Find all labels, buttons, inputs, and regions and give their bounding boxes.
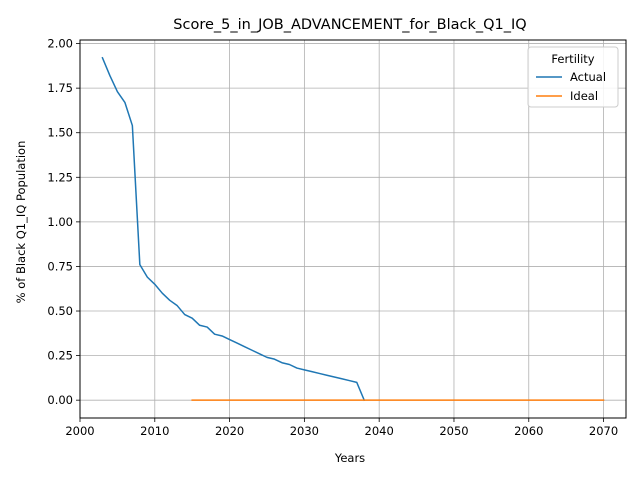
legend-title: Fertility (551, 52, 594, 66)
series-line-actual (101, 56, 366, 402)
x-tick-label: 2070 (589, 424, 618, 438)
y-tick-label: 1.00 (47, 215, 73, 229)
y-tick-label: 1.25 (47, 170, 73, 184)
axis-ticks: 2000 2010 2020 2030 2040 2050 2060 2070 0.00 0.25… (47, 37, 618, 438)
y-tick-label: 0.75 (47, 259, 73, 273)
y-tick-label: 0.50 (47, 304, 73, 318)
y-axis-label: % of Black Q1_IQ Population (14, 141, 28, 304)
x-tick-label: 2000 (65, 424, 94, 438)
legend: Fertility Actual Ideal (527, 46, 619, 108)
chart-title: Score_5_in_JOB_ADVANCEMENT_for_Black_Q1_… (173, 17, 526, 33)
legend-label-ideal: Ideal (570, 89, 598, 103)
x-tick-label: 2030 (290, 424, 319, 438)
x-tick-label: 2050 (439, 424, 468, 438)
x-tick-label: 2040 (365, 424, 394, 438)
y-tick-label: 1.50 (47, 126, 73, 140)
legend-box (527, 46, 619, 108)
x-tick-label: 2010 (140, 424, 169, 438)
legend-items: Actual Ideal (536, 70, 606, 103)
x-tick-label: 2060 (514, 424, 543, 438)
x-tick-label: 2020 (215, 424, 244, 438)
legend-label-actual: Actual (570, 70, 606, 84)
x-axis-label: Years (334, 451, 365, 465)
series-lines (101, 56, 605, 402)
y-tick-label: 0.25 (47, 349, 73, 363)
plot-frame (79, 39, 627, 419)
y-tick-label: 2.00 (47, 37, 73, 51)
y-tick-label: 1.75 (47, 81, 73, 95)
y-tick-label: 0.00 (47, 393, 73, 407)
